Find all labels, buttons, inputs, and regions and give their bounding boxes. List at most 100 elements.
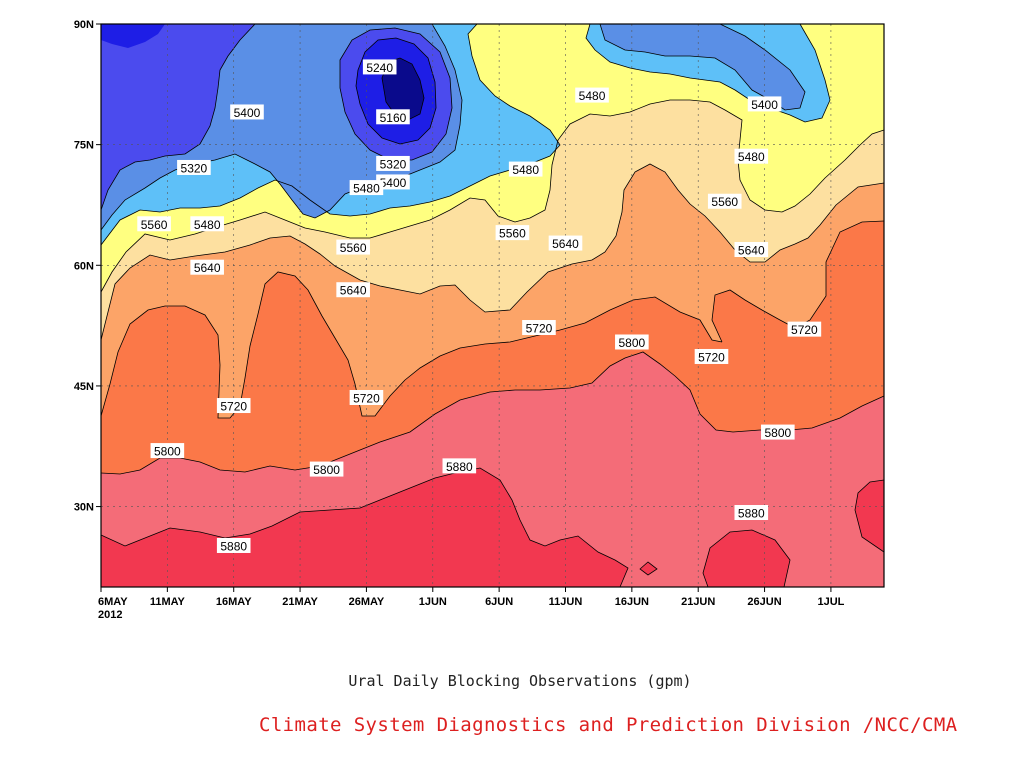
contour-line-5240 (339, 27, 453, 161)
contour-label: 5800 (313, 463, 340, 477)
gridlines (101, 24, 884, 587)
x-tick-label: 6JUN (485, 596, 513, 608)
credit-text: Climate System Diagnostics and Predictio… (259, 714, 958, 736)
y-tick-label: 45N (74, 381, 94, 393)
contour-line-5800 (854, 479, 885, 553)
contour-label-bg (190, 259, 224, 275)
contour-label: 5640 (738, 244, 765, 258)
contour-line-5400 (585, 23, 831, 123)
contour-line-5720 (100, 351, 885, 475)
contour-label: 5880 (446, 460, 473, 474)
contour-label: 5400 (380, 176, 407, 190)
contour-label-bg (548, 235, 583, 251)
y-tick-label: 60N (74, 260, 94, 272)
contour-label-bg (190, 216, 224, 232)
contour-label: 5400 (751, 98, 778, 112)
x-tick-label: 26MAY (349, 596, 385, 608)
contour-label: 5560 (340, 241, 367, 255)
y-tick-label: 30N (74, 502, 94, 514)
x-tick-label: 21MAY (282, 596, 318, 608)
contour-label-bg (707, 193, 742, 209)
contour-label-bg (376, 155, 410, 171)
contour-line-5320 (599, 23, 806, 111)
contour-lines (100, 23, 885, 588)
contour-line-5320 (100, 23, 463, 231)
contour-label: 5480 (579, 89, 606, 103)
y-axis-ticks: 30N 45N 60N 75N 90N (74, 19, 101, 514)
y-tick-label: 75N (74, 140, 94, 152)
contour-label-bg (216, 398, 251, 414)
contour-line-5560 (100, 163, 885, 341)
contour-label-bg (694, 348, 729, 364)
y-tick-label: 90N (74, 19, 94, 31)
contour-label: 5480 (738, 150, 765, 164)
contour-label-bg (734, 242, 769, 258)
filled-region-5320 (101, 24, 805, 230)
contour-label: 5720 (698, 350, 725, 364)
contour-line-5480 (100, 99, 885, 293)
contour-label: 5560 (711, 195, 738, 209)
contour-label-bg (615, 334, 649, 350)
contour-label-bg (362, 59, 397, 75)
contour-line-5800 (100, 467, 629, 588)
x-tick-label: 16MAY (216, 596, 252, 608)
contour-label-bg (309, 461, 344, 477)
contour-label: 5800 (618, 336, 645, 350)
filled-region-5880 (639, 561, 658, 576)
contour-label-bg (150, 443, 185, 459)
contour-label-bg (734, 148, 769, 164)
contour-label-bg (495, 225, 530, 241)
x-tick-label: 11JUN (549, 596, 583, 608)
contour-line-5640 (711, 220, 885, 343)
contour-label-bg (575, 87, 609, 103)
contour-label: 5880 (220, 539, 247, 553)
contour-label: 5560 (499, 227, 526, 241)
contour-line-5400 (100, 23, 561, 246)
contour-label-bg (522, 320, 556, 336)
contour-label: 5640 (552, 237, 579, 251)
contour-label-bg (442, 458, 477, 474)
contour-label: 5640 (340, 284, 367, 298)
contour-label: 5800 (764, 426, 791, 440)
contour-label: 5320 (380, 157, 407, 171)
x-tick-label: 26JUN (747, 596, 781, 608)
contour-label: 5160 (380, 111, 407, 125)
plot-frame (100, 23, 885, 588)
contour-label-bg (508, 161, 543, 177)
contour-label-bg (734, 505, 769, 521)
contour-label: 5800 (154, 445, 181, 459)
contour-line-5800 (702, 529, 791, 588)
contour-label-bg (336, 282, 370, 298)
contour-label: 5400 (234, 106, 261, 120)
contour-label: 5720 (526, 322, 553, 336)
contour-label-bg (787, 321, 822, 337)
contour-label-bg (216, 537, 251, 553)
contour-label: 5720 (353, 391, 380, 405)
contour-label: 5480 (512, 163, 539, 177)
chart-title: Ural Daily Blocking Observations (gpm) (348, 672, 692, 690)
contour-label-bg (336, 239, 370, 255)
contour-label-bg (747, 96, 782, 112)
contour-label: 5480 (353, 182, 380, 196)
x-tick-label: 6MAY (98, 596, 128, 608)
contour-label: 5480 (194, 218, 221, 232)
contour-label: 5720 (220, 400, 247, 414)
contour-label-bg (177, 159, 211, 175)
contour-label-bg (349, 180, 384, 196)
x-tick-label: 1JUL (817, 596, 844, 608)
contour-label: 5640 (194, 261, 221, 275)
x-tick-year-label: 2012 (98, 609, 122, 621)
x-tick-label: 16JUN (615, 596, 649, 608)
contour-label: 5240 (366, 61, 393, 75)
contour-line-5240 (100, 23, 256, 211)
contour-line-5160 (355, 37, 437, 145)
contour-label-bg (230, 104, 264, 120)
contour-label-bg (376, 109, 410, 125)
contour-label: 5720 (791, 323, 818, 337)
filled-region-5160 (101, 24, 436, 144)
chart-fill-layers (100, 23, 885, 588)
contour-label-bg (137, 216, 171, 232)
